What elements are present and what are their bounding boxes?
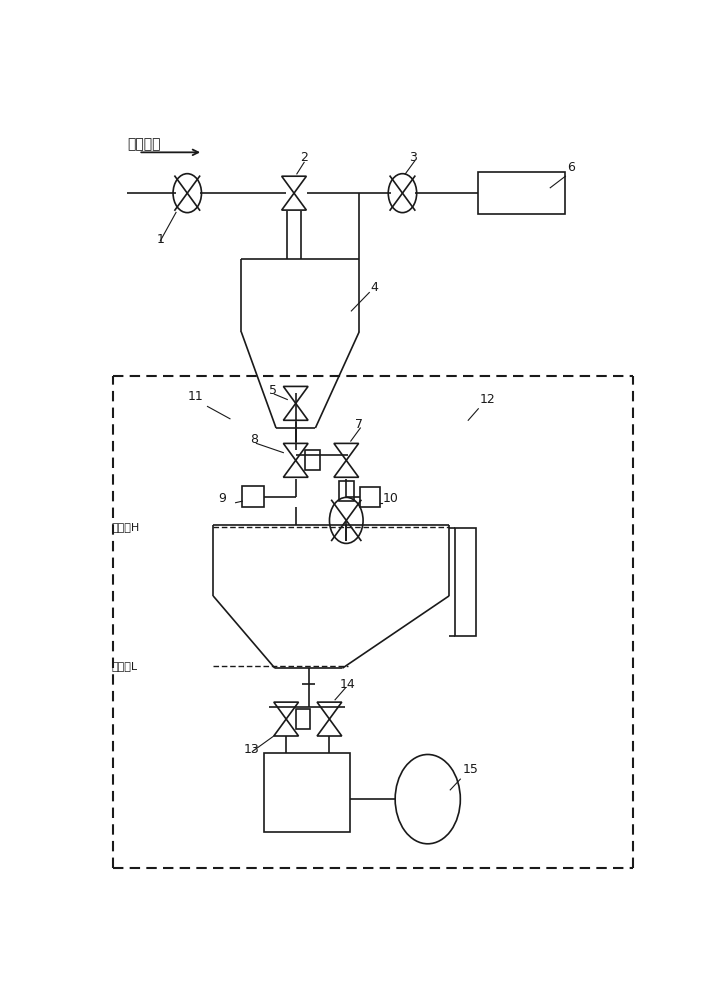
Text: 12: 12 (479, 393, 495, 406)
Text: 10: 10 (383, 492, 399, 505)
Text: 14: 14 (339, 678, 355, 691)
Bar (296, 709, 310, 729)
Text: 9: 9 (219, 492, 227, 505)
Text: 5: 5 (269, 384, 277, 397)
Text: 11: 11 (187, 390, 203, 403)
Bar (242, 486, 264, 507)
Text: 1: 1 (157, 233, 165, 246)
Bar (478, 172, 566, 214)
Text: 8: 8 (249, 433, 257, 446)
Bar (360, 487, 380, 507)
Text: 4: 4 (370, 281, 378, 294)
Bar (455, 528, 476, 636)
Text: 13: 13 (244, 743, 260, 756)
Text: 低水位L: 低水位L (112, 661, 138, 671)
Text: 3: 3 (409, 151, 417, 164)
Bar (339, 481, 354, 501)
Text: 6: 6 (567, 161, 575, 174)
Text: 高水位H: 高水位H (112, 522, 140, 532)
Bar (305, 450, 320, 470)
Text: 2: 2 (299, 151, 307, 164)
Text: 7: 7 (355, 418, 362, 431)
Text: 气流方向: 气流方向 (127, 137, 161, 151)
Text: 15: 15 (463, 763, 478, 776)
Bar (264, 753, 350, 832)
